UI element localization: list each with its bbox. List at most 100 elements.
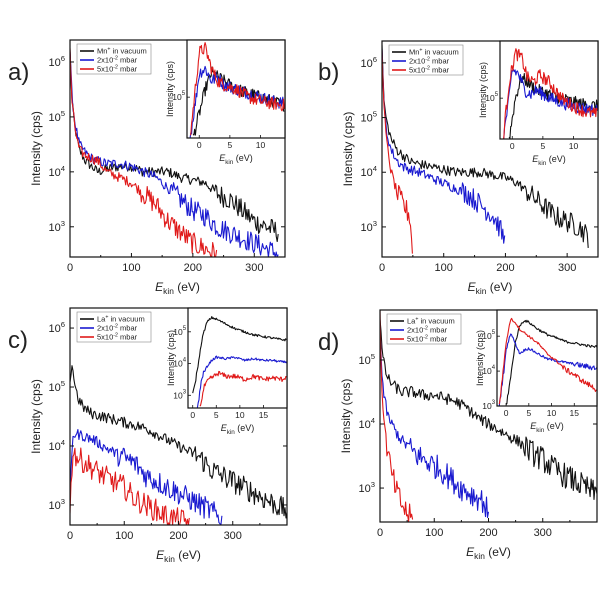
y-tick-label: 105	[48, 109, 65, 124]
series-vacuum	[70, 49, 279, 243]
legend-entry-p5: 5x10-2 mbar	[407, 335, 448, 344]
y-tick-label: 106	[360, 55, 377, 70]
x-tick-label: 0	[67, 530, 73, 542]
inset-frame	[499, 40, 599, 140]
series-p2	[70, 51, 279, 257]
x-tick-label: 100	[115, 530, 133, 542]
panel-label: a)	[8, 59, 29, 86]
main-series-group	[70, 47, 279, 257]
inset-series-vacuum	[505, 319, 597, 405]
y-tick-label: 104	[360, 164, 377, 179]
inset-x-tick-label: 10	[547, 408, 557, 418]
inset-x-tick-label: 10	[256, 140, 266, 150]
inset-x-axis-label: Ekin (eV)	[221, 423, 255, 436]
series-p2	[380, 326, 490, 519]
legend-entry-p2: 2x10-2 mbar	[97, 56, 138, 65]
series-p5	[382, 49, 413, 254]
x-tick-label: 0	[67, 262, 73, 274]
inset-series-p5	[189, 42, 285, 136]
series-p2	[70, 428, 223, 525]
inset-y-axis-label: Intensity (cps)	[478, 62, 488, 118]
y-tick-label: 105	[48, 379, 65, 394]
y-axis-label: Intensity (cps)	[29, 379, 43, 454]
legend-entry-p2: 2x10-2 mbar	[97, 324, 138, 333]
inset-x-tick-label: 15	[259, 410, 269, 420]
x-tick-label: 200	[479, 527, 497, 539]
y-tick-label: 103	[358, 480, 375, 495]
x-tick-label: 300	[245, 262, 263, 274]
legend-entry-vacuum: La+ in vacuum	[407, 317, 455, 326]
inset-frame	[186, 39, 286, 139]
x-axis-label: Ekin (eV)	[156, 548, 201, 564]
inset-series-p2	[189, 65, 285, 138]
inset-frame	[187, 307, 288, 409]
inset-series-p2	[498, 333, 597, 406]
inset-x-axis-label: Ekin (eV)	[219, 153, 253, 166]
inset-y-axis-label: Intensity (cps)	[475, 330, 485, 386]
legend-entry-p2: 2x10-2 mbar	[407, 326, 448, 335]
x-tick-label: 200	[496, 262, 514, 274]
inset-background	[500, 41, 598, 139]
series-vacuum	[380, 319, 597, 501]
inset-x-tick-label: 15	[570, 408, 580, 418]
inset-x-axis-label: Ekin (eV)	[530, 421, 564, 434]
inset-x-tick-label: 5	[526, 408, 531, 418]
x-tick-label: 100	[435, 262, 453, 274]
x-tick-label: 100	[122, 262, 140, 274]
inset-series-group	[189, 42, 285, 138]
legend-entry-vacuum: La+ in vacuum	[97, 315, 145, 324]
legend-entry-vacuum: Mn+ in vacuum	[409, 48, 459, 57]
legend-entry-vacuum: Mn+ in vacuum	[97, 47, 147, 56]
inset-y-tick-label: 105	[172, 91, 185, 102]
y-tick-label: 103	[48, 497, 65, 512]
inset-x-tick-label: 10	[569, 141, 579, 151]
inset-x-tick-label: 10	[235, 410, 245, 420]
inset-y-tick-label: 103	[482, 400, 495, 411]
inset-y-axis-label: Intensity (cps)	[166, 330, 176, 386]
inset-y-tick-label: 105	[482, 330, 495, 341]
y-tick-label: 104	[48, 438, 65, 453]
x-tick-label: 0	[377, 527, 383, 539]
x-tick-label: 300	[534, 527, 552, 539]
legend-entry-p5: 5x10-2 mbar	[97, 333, 138, 342]
series-p5	[380, 310, 414, 522]
inset-series-p2	[196, 355, 287, 408]
panel-label: b)	[318, 59, 339, 86]
inset-series-group	[192, 316, 287, 408]
inset-x-tick-label: 5	[214, 410, 219, 420]
x-tick-label: 300	[558, 262, 576, 274]
inset-x-tick-label: 5	[541, 141, 546, 151]
series-p2	[382, 48, 506, 244]
y-tick-label: 106	[48, 320, 65, 335]
x-axis-label: Ekin (eV)	[155, 280, 200, 296]
inset-series-vacuum	[192, 316, 287, 394]
x-tick-label: 200	[184, 262, 202, 274]
main-series-group	[380, 310, 597, 522]
y-axis-label: Intensity (cps)	[29, 111, 43, 186]
inset-x-axis-label: Ekin (eV)	[532, 154, 566, 167]
inset-y-tick-label: 104	[173, 358, 186, 369]
legend-entry-p5: 5x10-2 mbar	[409, 66, 450, 75]
plot-frame	[69, 39, 286, 258]
plot-frame	[381, 40, 599, 258]
inset-x-tick-label: 5	[228, 140, 233, 150]
x-tick-label: 300	[224, 530, 242, 542]
y-tick-label: 104	[358, 416, 375, 431]
inset-x-tick-label: 0	[190, 410, 195, 420]
inset-series-p5	[502, 48, 598, 139]
inset-y-tick-label: 104	[482, 365, 495, 376]
series-vacuum	[70, 365, 287, 519]
inset-series-group	[502, 48, 598, 139]
inset-series-p5	[498, 317, 597, 405]
